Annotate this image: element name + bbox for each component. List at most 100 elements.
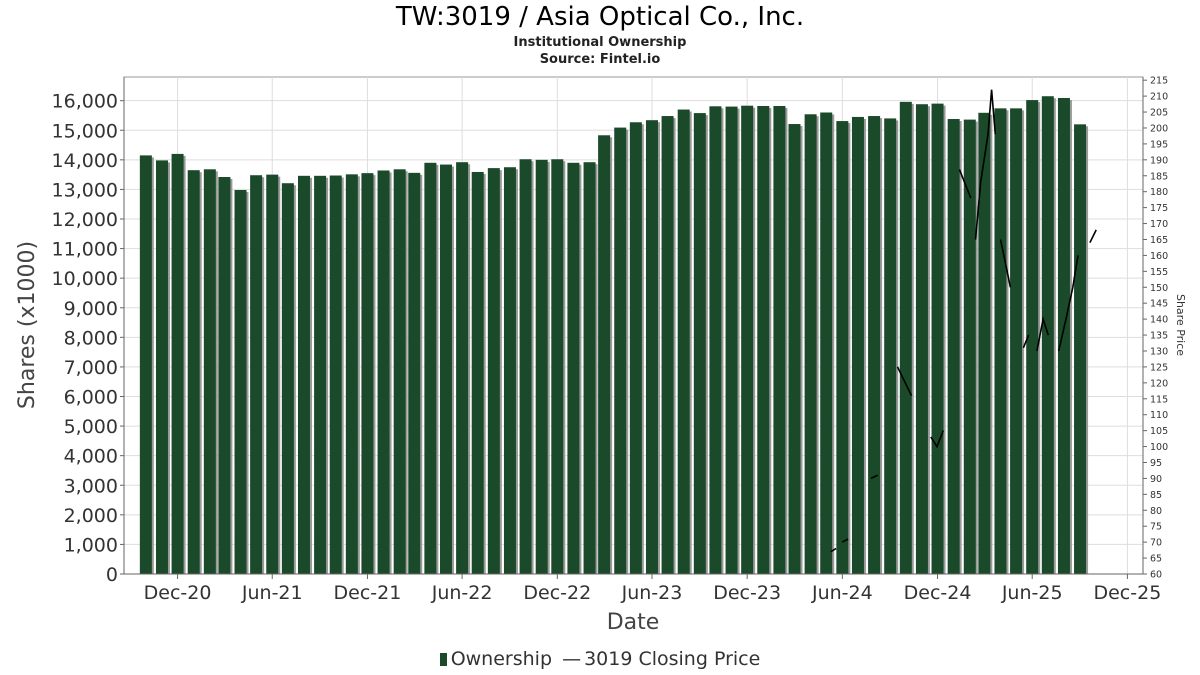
ownership-bar	[171, 153, 184, 574]
x-tick-label: Jun-25	[1001, 582, 1063, 604]
y-tick-label: 16,000	[52, 91, 118, 113]
axes: 0 1,000 2,000 3,000 4,000 5,000 6,000 7,000 8,00…	[52, 76, 1169, 604]
price-line-segment	[930, 430, 945, 449]
ownership-bar	[963, 119, 976, 574]
legend-line-swatch: —	[562, 648, 582, 670]
ownership-bar	[503, 167, 516, 574]
ownership-bar	[899, 101, 912, 574]
y2-tick-label: 140	[1150, 315, 1168, 326]
ownership-bar	[487, 168, 500, 574]
y2-tick-label: 175	[1150, 203, 1168, 214]
ownership-bar	[1026, 100, 1039, 574]
y-tick-label: 0	[106, 564, 118, 586]
ownership-bar	[788, 124, 801, 574]
ownership-bar	[187, 170, 200, 574]
x-tick-label: Jun-21	[241, 582, 303, 604]
y2-tick-label: 145	[1150, 299, 1168, 310]
x-tick-label: Dec-23	[713, 582, 781, 604]
ownership-bar	[314, 175, 327, 574]
ownership-bar	[535, 159, 548, 575]
y-tick-label: 5,000	[64, 416, 118, 438]
x-tick-label: Jun-24	[811, 582, 873, 604]
x-tick-label: Dec-21	[334, 582, 402, 604]
y-tick-label: 10,000	[52, 268, 118, 290]
y2-tick-label: 60	[1150, 570, 1162, 581]
y2-tick-label: 215	[1150, 76, 1168, 87]
y-tick-label: 2,000	[64, 505, 118, 527]
ownership-bar	[994, 108, 1007, 574]
ownership-bar	[218, 176, 231, 574]
x-tick-label: Dec-20	[144, 582, 212, 604]
x-axis-label: Date	[607, 610, 660, 635]
price-line-segment	[958, 169, 972, 199]
legend-bar-swatch	[439, 653, 447, 666]
y2-tick-label: 110	[1150, 410, 1168, 421]
ownership-bar	[456, 162, 469, 574]
y-tick-label: 1,000	[64, 534, 118, 556]
ownership-bar	[614, 127, 627, 575]
price-line-segment	[896, 366, 913, 396]
ownership-bar	[741, 105, 754, 574]
y2-tick-label: 155	[1150, 267, 1168, 278]
y-axis-label: Shares (x1000)	[15, 241, 40, 409]
price-line-segment	[841, 538, 849, 543]
chart-subtitle: Institutional Ownership	[513, 35, 687, 50]
chart-source: Source: Fintel.io	[539, 52, 661, 67]
ownership-bar	[1057, 98, 1070, 575]
y2-tick-label: 160	[1150, 251, 1168, 262]
ownership-bar	[820, 112, 833, 574]
x-tick-label: Dec-22	[523, 582, 591, 604]
y2-tick-label: 205	[1150, 108, 1168, 119]
y2-tick-label: 180	[1150, 187, 1168, 198]
y2-tick-label: 95	[1150, 458, 1162, 469]
y-tick-label: 12,000	[52, 209, 118, 231]
ownership-bar	[947, 119, 960, 574]
y2-tick-label: 115	[1150, 394, 1168, 405]
y-tick-label: 14,000	[52, 150, 118, 172]
ownership-bar	[519, 159, 532, 574]
y2-tick-label: 90	[1150, 474, 1162, 485]
price-line-segment	[1057, 255, 1079, 352]
y-tick-label: 4,000	[64, 446, 118, 468]
ownership-bar	[1010, 108, 1023, 574]
ownership-bar	[361, 173, 374, 575]
y-tick-label: 7,000	[64, 357, 118, 379]
legend-label-price: 3019 Closing Price	[584, 648, 761, 670]
ownership-bar	[471, 171, 484, 574]
ownership-bar	[567, 162, 580, 574]
legend-item-ownership: Ownership	[439, 648, 552, 670]
y2-tick-label: 120	[1150, 378, 1168, 389]
ownership-bar	[266, 174, 279, 574]
price-line-segment	[1089, 229, 1097, 244]
y2-tick-label: 195	[1150, 139, 1168, 150]
ownership-bar	[773, 105, 786, 574]
x-tick-label: Jun-22	[431, 582, 493, 604]
ownership-bar	[804, 114, 817, 575]
chart-title: TW:3019 / Asia Optical Co., Inc.	[395, 2, 805, 32]
ownership-bar	[725, 106, 738, 574]
ownership-bar	[250, 175, 263, 574]
y2-tick-label: 190	[1150, 155, 1168, 166]
y2-tick-label: 210	[1150, 92, 1168, 103]
ownership-bar	[836, 121, 849, 575]
y2-tick-label: 170	[1150, 219, 1168, 230]
y2-tick-label: 100	[1150, 442, 1168, 453]
y2-tick-label: 125	[1150, 362, 1168, 373]
ownership-bar	[645, 120, 658, 575]
ownership-bar	[661, 116, 674, 575]
ownership-bar	[139, 155, 152, 575]
ownership-bar	[297, 175, 310, 574]
ownership-bar	[377, 170, 390, 574]
y2-tick-label: 130	[1150, 346, 1168, 357]
y-tick-label: 9,000	[64, 298, 118, 320]
y2-tick-label: 80	[1150, 506, 1162, 517]
ownership-bar	[345, 174, 358, 574]
ownership-bar	[677, 109, 690, 575]
y2-tick-label: 85	[1150, 490, 1162, 501]
price-line-segment	[999, 239, 1012, 288]
price-line	[830, 89, 1097, 553]
ownership-bar	[408, 172, 421, 574]
y2-tick-label: 185	[1150, 171, 1168, 182]
ownership-bar	[583, 162, 596, 574]
legend-item-price: —3019 Closing Price	[562, 648, 760, 670]
